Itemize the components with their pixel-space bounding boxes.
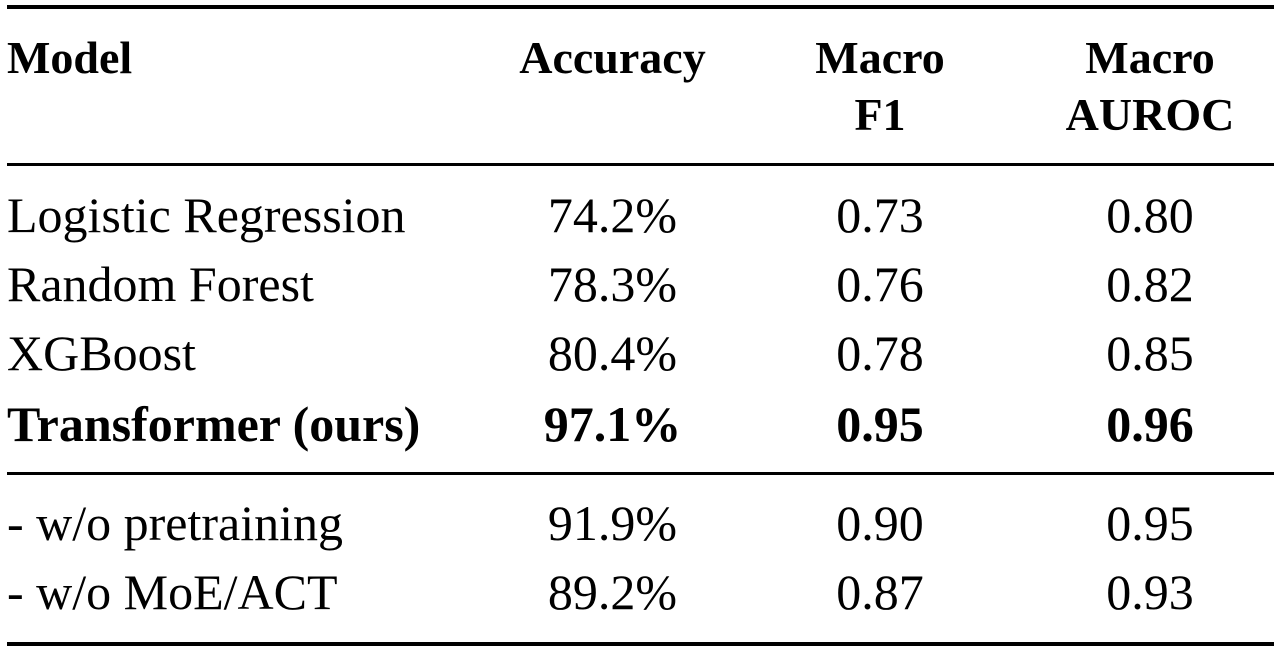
header-macro-f1-line2: F1: [854, 89, 906, 140]
cell-macro-f1: 0.87: [836, 564, 924, 620]
cell-accuracy: 97.1%: [543, 396, 682, 452]
cell-macro-f1: 0.76: [836, 256, 924, 312]
cell-macro-f1: 0.90: [836, 495, 924, 551]
cell-macro-f1: 0.73: [836, 187, 924, 243]
cell-model: XGBoost: [7, 325, 196, 381]
cell-accuracy: 91.9%: [547, 495, 678, 551]
cell-macro-f1: 0.95: [836, 396, 924, 452]
cell-accuracy: 78.3%: [547, 256, 678, 312]
cell-macro-auroc: 0.96: [1106, 396, 1194, 452]
cell-macro-auroc: 0.82: [1106, 256, 1194, 312]
cell-macro-f1: 0.78: [836, 325, 924, 381]
top-rule: [7, 5, 1274, 9]
cell-model: Random Forest: [7, 256, 314, 312]
cell-macro-auroc: 0.80: [1106, 187, 1194, 243]
cell-model: Logistic Regression: [7, 187, 406, 243]
cell-accuracy: 74.2%: [547, 187, 678, 243]
header-macro-f1-line1: Macro: [815, 32, 945, 83]
header-accuracy: Accuracy: [519, 32, 706, 83]
ablation-rule: [7, 472, 1274, 475]
bottom-rule: [7, 642, 1274, 646]
cell-model: Transformer (ours): [7, 396, 421, 452]
header-model: Model: [7, 32, 133, 83]
header-macro-auroc-line1: Macro: [1085, 32, 1215, 83]
cell-model: - w/o pretraining: [7, 495, 344, 551]
cell-macro-auroc: 0.85: [1106, 325, 1194, 381]
header-rule: [7, 163, 1274, 166]
cell-accuracy: 89.2%: [547, 564, 678, 620]
cell-macro-auroc: 0.93: [1106, 564, 1194, 620]
cell-model: - w/o MoE/ACT: [7, 564, 338, 620]
cell-accuracy: 80.4%: [547, 325, 678, 381]
cell-macro-auroc: 0.95: [1106, 495, 1194, 551]
header-macro-auroc-line2: AUROC: [1065, 89, 1235, 140]
